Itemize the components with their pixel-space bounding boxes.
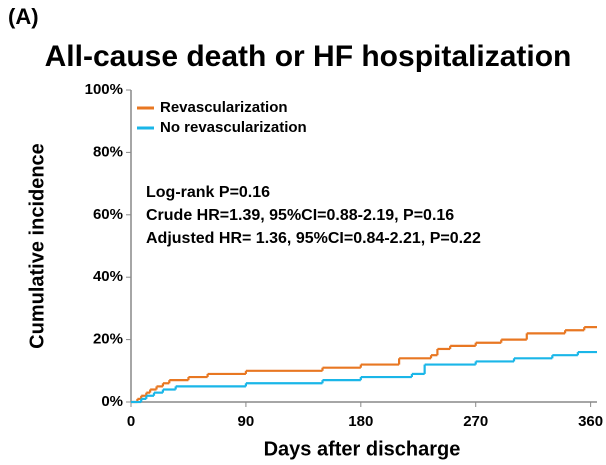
x-axis-label: Days after discharge xyxy=(264,438,461,460)
legend-label: No revascularization xyxy=(160,119,307,136)
y-tick-label: 0% xyxy=(101,393,123,410)
legend-label: Revascularization xyxy=(160,99,288,116)
x-tick-label: 180 xyxy=(348,413,373,430)
y-axis-label: Cumulative incidence xyxy=(26,143,48,349)
panel-label: (A) xyxy=(8,4,39,29)
annotation: Crude HR=1.39, 95%CI=0.88-2.19, P=0.16 xyxy=(146,207,454,224)
y-tick-label: 80% xyxy=(93,143,123,160)
chart-title: All-cause death or HF hospitalization xyxy=(45,40,572,73)
x-tick-label: 270 xyxy=(463,413,488,430)
annotation: Adjusted HR= 1.36, 95%CI=0.84-2.21, P=0.… xyxy=(146,230,481,247)
x-tick-label: 0 xyxy=(127,413,135,430)
x-tick-label: 90 xyxy=(238,413,255,430)
x-tick-label: 360 xyxy=(578,413,603,430)
annotation: Log-rank P=0.16 xyxy=(146,184,270,201)
y-tick-label: 100% xyxy=(85,81,123,98)
y-tick-label: 60% xyxy=(93,206,123,223)
y-tick-label: 40% xyxy=(93,268,123,285)
y-tick-label: 20% xyxy=(93,331,123,348)
